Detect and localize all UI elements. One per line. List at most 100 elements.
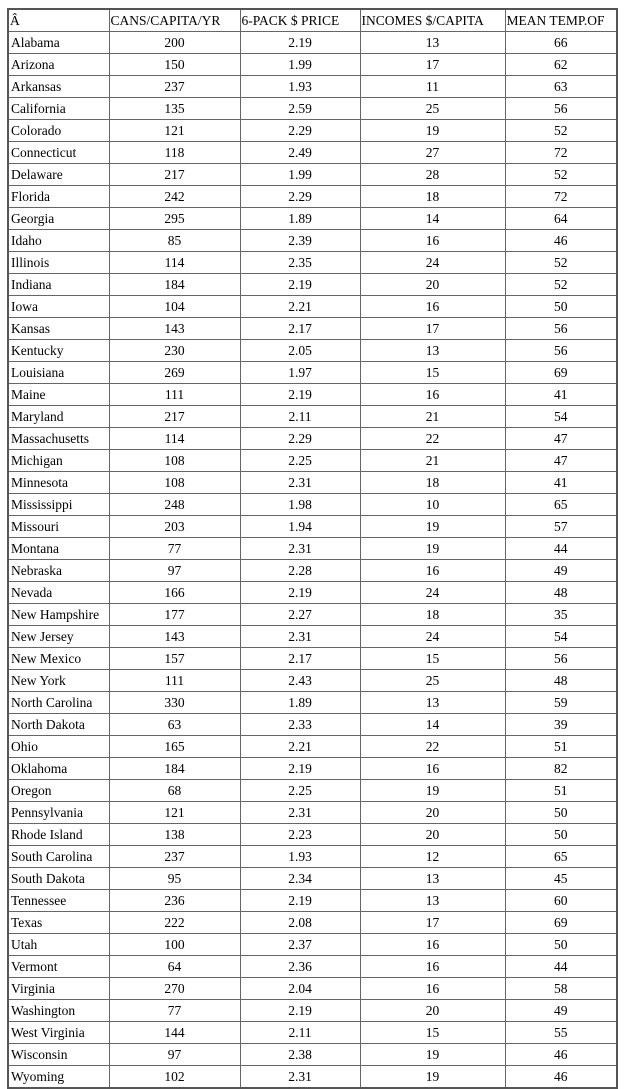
price-cell: 1.97 — [239, 361, 361, 384]
state-cell: Utah — [7, 933, 110, 956]
price-cell: 2.19 — [239, 581, 361, 604]
income-cell: 19 — [359, 1065, 506, 1089]
cans-cell: 138 — [108, 823, 241, 846]
temp-cell: 63 — [504, 75, 618, 98]
cans-cell: 111 — [108, 383, 241, 406]
price-cell: 2.21 — [239, 295, 361, 318]
price-cell: 2.31 — [239, 471, 361, 494]
cans-cell: 217 — [108, 163, 241, 186]
price-cell: 2.39 — [239, 229, 361, 252]
income-cell: 24 — [359, 251, 506, 274]
state-cell: Mississippi — [7, 493, 110, 516]
state-cell: Vermont — [7, 955, 110, 978]
temp-cell: 58 — [504, 977, 618, 1000]
state-cell: Nevada — [7, 581, 110, 604]
state-cell: Pennsylvania — [7, 801, 110, 824]
cans-cell: 166 — [108, 581, 241, 604]
price-cell: 2.04 — [239, 977, 361, 1000]
state-cell: Georgia — [7, 207, 110, 230]
state-cell: Idaho — [7, 229, 110, 252]
income-cell: 15 — [359, 647, 506, 670]
temp-cell: 65 — [504, 845, 618, 868]
cans-cell: 230 — [108, 339, 241, 362]
cans-cell: 121 — [108, 119, 241, 142]
price-cell: 2.19 — [239, 31, 361, 54]
state-cell: California — [7, 97, 110, 120]
state-cell: New Jersey — [7, 625, 110, 648]
table-row: Colorado 121 2.29 19 52 — [7, 119, 618, 142]
state-cell: West Virginia — [7, 1021, 110, 1044]
table-row: Vermont 64 2.36 16 44 — [7, 955, 618, 978]
table-row: Virginia 270 2.04 16 58 — [7, 977, 618, 1000]
table-row: Wisconsin 97 2.38 19 46 — [7, 1043, 618, 1066]
price-cell: 1.98 — [239, 493, 361, 516]
income-cell: 16 — [359, 757, 506, 780]
temp-cell: 72 — [504, 141, 618, 164]
table-row: Oklahoma 184 2.19 16 82 — [7, 757, 618, 780]
table-row: Missouri 203 1.94 19 57 — [7, 515, 618, 538]
income-cell: 19 — [359, 779, 506, 802]
state-cell: Kansas — [7, 317, 110, 340]
table-row: California 135 2.59 25 56 — [7, 97, 618, 120]
table-row: Ohio 165 2.21 22 51 — [7, 735, 618, 758]
cans-cell: 165 — [108, 735, 241, 758]
table-row: Nevada 166 2.19 24 48 — [7, 581, 618, 604]
income-cell: 18 — [359, 471, 506, 494]
table-row: New York 111 2.43 25 48 — [7, 669, 618, 692]
table-row: Utah 100 2.37 16 50 — [7, 933, 618, 956]
price-cell: 2.05 — [239, 339, 361, 362]
temp-cell: 54 — [504, 405, 618, 428]
income-cell: 13 — [359, 31, 506, 54]
state-cell: Oklahoma — [7, 757, 110, 780]
cans-cell: 295 — [108, 207, 241, 230]
income-cell: 20 — [359, 801, 506, 824]
data-table: Â CANS/CAPITA/YR 6-PACK $ PRICE INCOMES … — [7, 8, 618, 1089]
temp-cell: 54 — [504, 625, 618, 648]
cans-cell: 100 — [108, 933, 241, 956]
cans-cell: 269 — [108, 361, 241, 384]
temp-cell: 48 — [504, 581, 618, 604]
income-cell: 25 — [359, 669, 506, 692]
cans-cell: 108 — [108, 449, 241, 472]
state-cell: Maine — [7, 383, 110, 406]
cans-cell: 217 — [108, 405, 241, 428]
state-cell: Oregon — [7, 779, 110, 802]
cans-cell: 248 — [108, 493, 241, 516]
table-row: Minnesota 108 2.31 18 41 — [7, 471, 618, 494]
temp-cell: 51 — [504, 779, 618, 802]
price-cell: 2.19 — [239, 889, 361, 912]
temp-cell: 69 — [504, 911, 618, 934]
temp-cell: 47 — [504, 427, 618, 450]
price-cell: 2.23 — [239, 823, 361, 846]
temp-cell: 52 — [504, 251, 618, 274]
price-cell: 2.25 — [239, 449, 361, 472]
temp-cell: 57 — [504, 515, 618, 538]
table-row: Oregon 68 2.25 19 51 — [7, 779, 618, 802]
income-cell: 20 — [359, 999, 506, 1022]
table-row: Louisiana 269 1.97 15 69 — [7, 361, 618, 384]
income-cell: 16 — [359, 229, 506, 252]
table-row: North Carolina 330 1.89 13 59 — [7, 691, 618, 714]
income-cell: 12 — [359, 845, 506, 868]
state-cell: Michigan — [7, 449, 110, 472]
income-cell: 13 — [359, 691, 506, 714]
price-cell: 2.21 — [239, 735, 361, 758]
state-cell: Montana — [7, 537, 110, 560]
temp-cell: 49 — [504, 999, 618, 1022]
table-row: Kansas 143 2.17 17 56 — [7, 317, 618, 340]
state-cell: Maryland — [7, 405, 110, 428]
price-cell: 2.29 — [239, 119, 361, 142]
income-cell: 16 — [359, 955, 506, 978]
income-cell: 14 — [359, 207, 506, 230]
header-cans: CANS/CAPITA/YR — [108, 8, 241, 32]
header-temp: MEAN TEMP.OF — [504, 8, 618, 32]
temp-cell: 35 — [504, 603, 618, 626]
header-price: 6-PACK $ PRICE — [239, 8, 361, 32]
price-cell: 1.93 — [239, 845, 361, 868]
cans-cell: 64 — [108, 955, 241, 978]
income-cell: 16 — [359, 933, 506, 956]
state-cell: South Carolina — [7, 845, 110, 868]
price-cell: 2.31 — [239, 1065, 361, 1089]
income-cell: 17 — [359, 317, 506, 340]
table-row: Montana 77 2.31 19 44 — [7, 537, 618, 560]
